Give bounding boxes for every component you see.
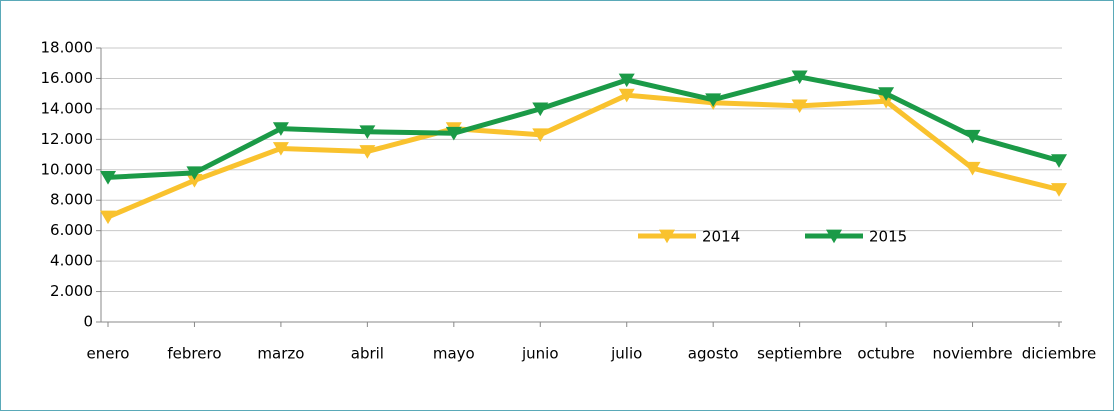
point-marker [705,93,722,107]
y-tick-label: 14.000 [41,99,94,117]
x-tick-label: julio [610,345,642,363]
x-tick-label: junio [521,345,559,363]
point-marker [618,73,635,88]
point-marker [100,170,116,185]
x-tick-label: octubre [857,345,914,363]
point-marker [445,126,462,141]
point-marker [964,161,981,176]
y-tick-label: 8.000 [50,191,93,209]
point-marker [359,145,376,159]
y-tick-label: 2.000 [50,282,93,300]
x-tick-label: noviembre [932,345,1012,363]
point-marker [618,88,635,103]
y-tick-label: 0 [83,313,93,331]
y-tick-label: 16.000 [41,69,94,87]
point-marker [186,174,203,188]
y-tick-label: 6.000 [50,221,93,239]
x-tick-label: diciembre [1022,345,1097,363]
legend-label: 2015 [869,228,907,246]
legend-marker [659,229,675,244]
x-tick-label: febrero [167,345,221,363]
point-marker [532,128,549,142]
point-marker [878,87,895,101]
y-tick-label: 10.000 [41,160,94,178]
point-marker [791,99,808,114]
point-marker [1051,154,1067,168]
point-marker [100,210,116,225]
point-marker [186,166,203,181]
x-tick-label: mayo [433,345,475,363]
x-tick-label: enero [87,345,130,363]
x-tick-label: septiembre [757,345,842,363]
point-marker [532,102,549,117]
x-tick-label: marzo [257,345,304,363]
y-tick-label: 18.000 [41,39,94,57]
legend-marker [826,229,842,244]
series-line [107,74,1060,180]
legend-label: 2014 [702,228,740,246]
series-line [107,92,1060,220]
y-tick-label: 4.000 [50,252,93,270]
point-marker [1051,183,1067,197]
point-marker [272,142,289,156]
point-marker [964,129,981,144]
x-tick-label: abril [351,345,384,363]
y-tick-label: 12.000 [41,130,94,148]
point-marker [359,125,376,139]
point-marker [272,122,289,136]
point-marker [791,70,808,85]
x-tick-label: agosto [688,345,739,363]
